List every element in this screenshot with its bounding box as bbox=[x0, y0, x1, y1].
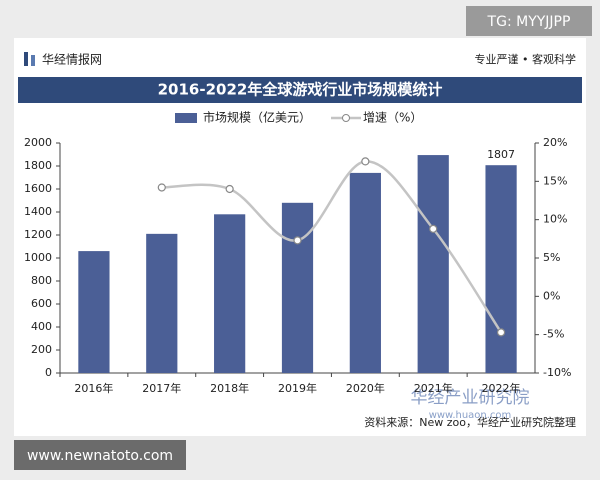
logo bbox=[31, 55, 35, 66]
brand: 华经情报网 bbox=[42, 52, 102, 67]
marker bbox=[293, 236, 302, 245]
y-tick-label: 1600 bbox=[24, 182, 52, 195]
y-tick-label: 800 bbox=[31, 274, 52, 287]
marker bbox=[225, 184, 234, 194]
y-tick-label: 1200 bbox=[24, 228, 52, 241]
marker bbox=[496, 328, 506, 337]
y2-tick-label: 20% bbox=[543, 136, 567, 149]
y-tick-label: 1800 bbox=[24, 159, 52, 172]
marker bbox=[361, 157, 370, 166]
y2-tick-label: 15% bbox=[543, 174, 567, 187]
bar bbox=[485, 165, 517, 373]
site-box bbox=[14, 440, 186, 470]
y-tick-label: 2000 bbox=[24, 136, 52, 149]
bar bbox=[214, 214, 246, 373]
y-tick-label: 600 bbox=[31, 297, 52, 310]
bar bbox=[417, 155, 449, 373]
x-tick-label: 2016年 bbox=[74, 381, 113, 395]
y-tick-label: 1400 bbox=[24, 205, 52, 218]
x-tick-label: 2021年 bbox=[414, 381, 453, 395]
y-tick-label: 200 bbox=[31, 343, 52, 356]
y2-tick-label: 10% bbox=[543, 213, 567, 226]
y-tick-label: 1000 bbox=[24, 251, 52, 264]
x-tick-label: 2022年 bbox=[482, 381, 521, 395]
legend-swatch bbox=[175, 113, 197, 123]
legend-label: 增速（%） bbox=[363, 111, 422, 125]
x-tick-label: 2018年 bbox=[210, 381, 249, 395]
tag: TG: MYYJJPP bbox=[487, 14, 571, 30]
x-tick-label: 2019年 bbox=[278, 381, 317, 395]
y2-tick-label: 5% bbox=[543, 251, 560, 264]
bar bbox=[146, 233, 178, 373]
bar bbox=[281, 202, 314, 373]
y2-tick-label: -10% bbox=[543, 366, 571, 379]
marker bbox=[157, 183, 166, 192]
title-bar bbox=[18, 77, 582, 103]
overlay-name: 华经产业研究院 bbox=[411, 388, 530, 408]
tag-box bbox=[466, 6, 592, 36]
x-tick-label: 2017年 bbox=[142, 381, 181, 395]
legend-label: 市场规模（亿美元） bbox=[203, 110, 311, 125]
y-tick-label: 400 bbox=[31, 320, 52, 333]
slogan: 专业严谨 • 客观科学 bbox=[475, 52, 576, 66]
marker bbox=[429, 224, 438, 233]
overlay-url: www.huaon.com bbox=[429, 410, 512, 421]
y2-tick-label: -5% bbox=[543, 328, 564, 341]
logo bbox=[24, 52, 28, 66]
y-tick-label: 0 bbox=[45, 366, 52, 379]
source: 资料来源：New zoo，华经产业研究院整理 bbox=[364, 415, 576, 429]
bar bbox=[78, 251, 110, 373]
site: www.newnatoto.com bbox=[27, 448, 173, 464]
legend-swatch bbox=[342, 114, 350, 122]
bar bbox=[349, 172, 381, 373]
x-tick-label: 2020年 bbox=[346, 381, 385, 395]
y2-tick-label: 0% bbox=[543, 289, 560, 302]
data-label: 1807 bbox=[487, 148, 515, 161]
chart-title: 2016-2022年全球游戏行业市场规模统计 bbox=[158, 81, 443, 99]
